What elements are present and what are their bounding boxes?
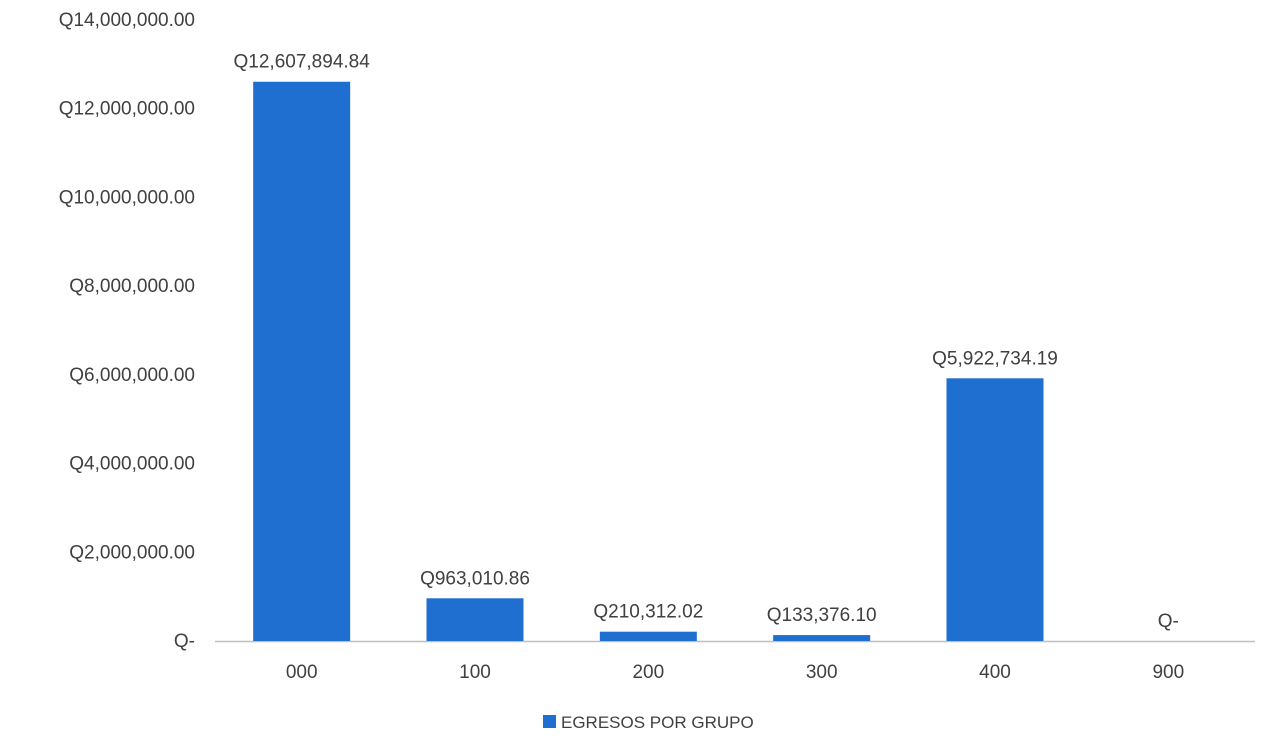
legend: EGRESOS POR GRUPO: [543, 713, 754, 732]
y-tick-label: Q14,000,000.00: [59, 10, 195, 31]
bar-300: [773, 635, 871, 641]
x-tick-label: 900: [1152, 662, 1184, 683]
y-tick-label: Q8,000,000.00: [69, 276, 195, 297]
x-tick-label: 400: [979, 662, 1011, 683]
legend-swatch: [543, 715, 556, 728]
data-label: Q12,607,894.84: [234, 52, 371, 73]
data-label: Q210,312.02: [593, 602, 703, 623]
x-axis-ticks: 000 100 200 300 400 900: [286, 662, 1184, 683]
legend-label: EGRESOS POR GRUPO: [561, 713, 754, 732]
y-tick-label: Q6,000,000.00: [69, 365, 195, 386]
y-tick-label: Q2,000,000.00: [69, 542, 195, 563]
y-tick-label: Q10,000,000.00: [59, 187, 195, 208]
bar-000: [253, 81, 351, 641]
bars: [253, 81, 1044, 641]
bar-100: [426, 598, 524, 641]
bar-200: [599, 631, 697, 641]
data-label: Q5,922,734.19: [932, 348, 1058, 369]
data-label: Q963,010.86: [420, 568, 530, 589]
data-label: Q-: [1158, 611, 1179, 632]
y-tick-label: Q12,000,000.00: [59, 99, 195, 120]
data-labels: Q12,607,894.84 Q963,010.86 Q210,312.02 Q133…: [234, 52, 1179, 632]
x-tick-label: 100: [459, 662, 491, 683]
data-label: Q133,376.10: [767, 605, 877, 626]
bar-400: [946, 378, 1044, 641]
x-tick-label: 300: [806, 662, 838, 683]
y-axis-ticks: Q- Q2,000,000.00 Q4,000,000.00 Q6,000,000.0…: [59, 10, 195, 652]
x-tick-label: 200: [632, 662, 664, 683]
x-tick-label: 000: [286, 662, 318, 683]
y-tick-label: Q-: [174, 631, 195, 652]
y-tick-label: Q4,000,000.00: [69, 454, 195, 475]
